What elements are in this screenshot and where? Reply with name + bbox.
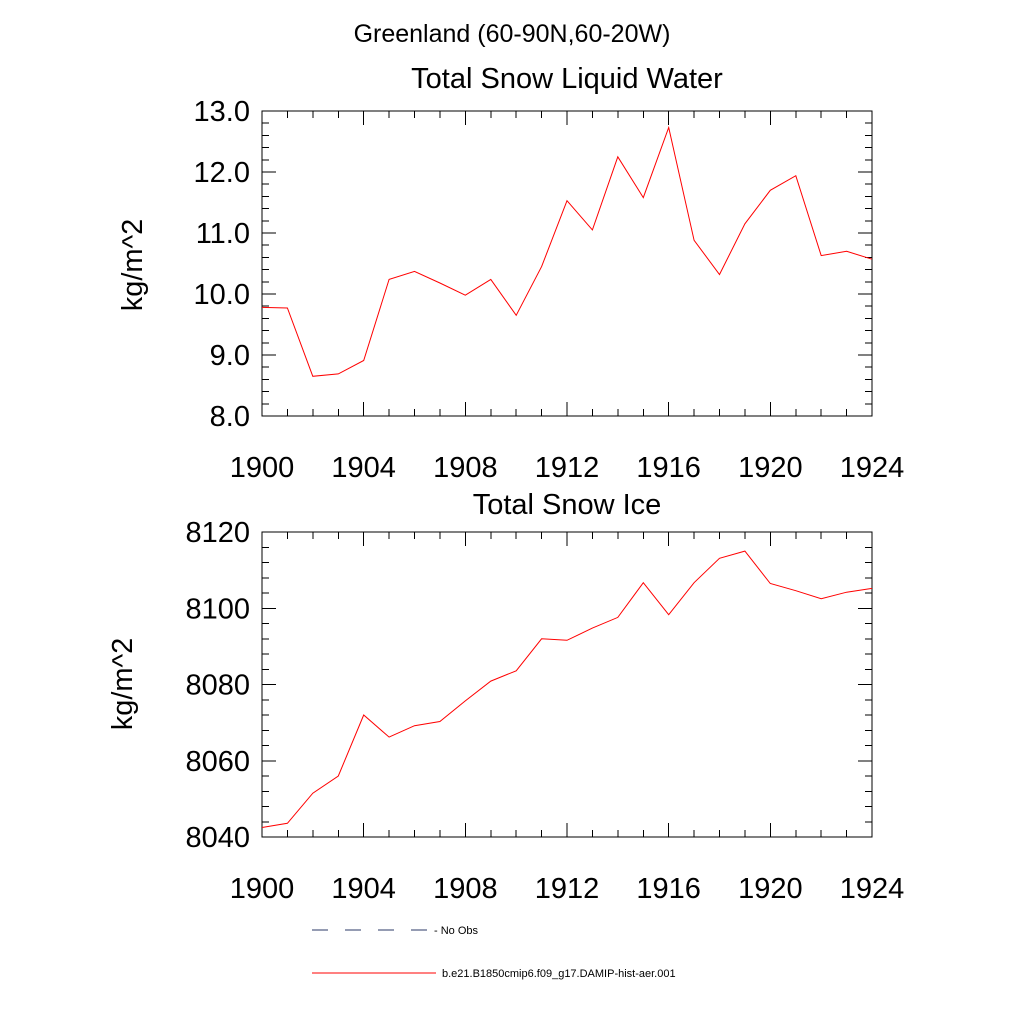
y-tick-labels: 8040 8060 8080 8100 8120 (185, 517, 250, 854)
panel-snow-liquid-water: Total Snow Liquid Water kg/m^2 8.0 9.0 10.… (117, 63, 904, 484)
figure-suptitle: Greenland (60-90N,60-20W) (354, 20, 671, 48)
plot-frame (261, 531, 873, 838)
y-tick-label: 8080 (185, 670, 250, 702)
tick-marks (261, 110, 873, 417)
y-tick-label: 12.0 (194, 157, 250, 189)
series-line (261, 550, 873, 828)
x-tick-labels: 1900 1904 1908 1912 1916 1920 1924 (230, 873, 905, 905)
x-tick-label: 1900 (230, 873, 295, 905)
x-tick-label: 1916 (636, 452, 701, 484)
x-tick-labels: 1900 1904 1908 1912 1916 1920 1924 (230, 452, 905, 484)
x-tick-label: 1900 (230, 452, 295, 484)
x-tick-label: 1912 (535, 873, 600, 905)
y-tick-label: 9.0 (210, 340, 250, 372)
x-tick-label: 1912 (535, 452, 600, 484)
y-tick-label: 10.0 (194, 279, 250, 311)
panel-title: Total Snow Ice (473, 489, 662, 521)
legend: - No Obs b.e21.B1850cmip6.f09_g17.DAMIP-… (312, 925, 676, 980)
panel-snow-ice: Total Snow Ice kg/m^2 8040 8060 8080 8100 81… (107, 489, 904, 905)
y-axis-label: kg/m^2 (117, 219, 149, 312)
legend-label-model: b.e21.B1850cmip6.f09_g17.DAMIP-hist-aer.… (442, 968, 676, 980)
y-tick-label: 11.0 (196, 218, 250, 250)
x-tick-label: 1924 (840, 873, 905, 905)
x-tick-label: 1924 (840, 452, 905, 484)
x-tick-label: 1904 (331, 873, 396, 905)
y-tick-label: 8100 (185, 593, 250, 625)
y-tick-label: 8060 (185, 746, 250, 778)
panel-title: Total Snow Liquid Water (411, 63, 723, 95)
series-lines (261, 550, 873, 828)
series-line (261, 125, 873, 377)
x-tick-label: 1908 (433, 873, 498, 905)
plot-frame (261, 110, 873, 417)
y-tick-label: 8040 (185, 822, 250, 854)
x-tick-label: 1908 (433, 452, 498, 484)
y-tick-label: 13.0 (194, 96, 250, 128)
x-tick-label: 1916 (636, 873, 701, 905)
x-tick-label: 1920 (738, 452, 803, 484)
series-lines (261, 125, 873, 377)
y-tick-labels: 8.0 9.0 10.0 11.0 12.0 13.0 (194, 96, 250, 433)
legend-label-no-obs: - No Obs (434, 925, 479, 937)
x-tick-label: 1920 (738, 873, 803, 905)
x-tick-label: 1904 (331, 452, 396, 484)
tick-marks (261, 531, 873, 838)
y-axis-label: kg/m^2 (107, 638, 139, 731)
y-tick-label: 8.0 (210, 401, 250, 433)
y-tick-label: 8120 (185, 517, 250, 549)
